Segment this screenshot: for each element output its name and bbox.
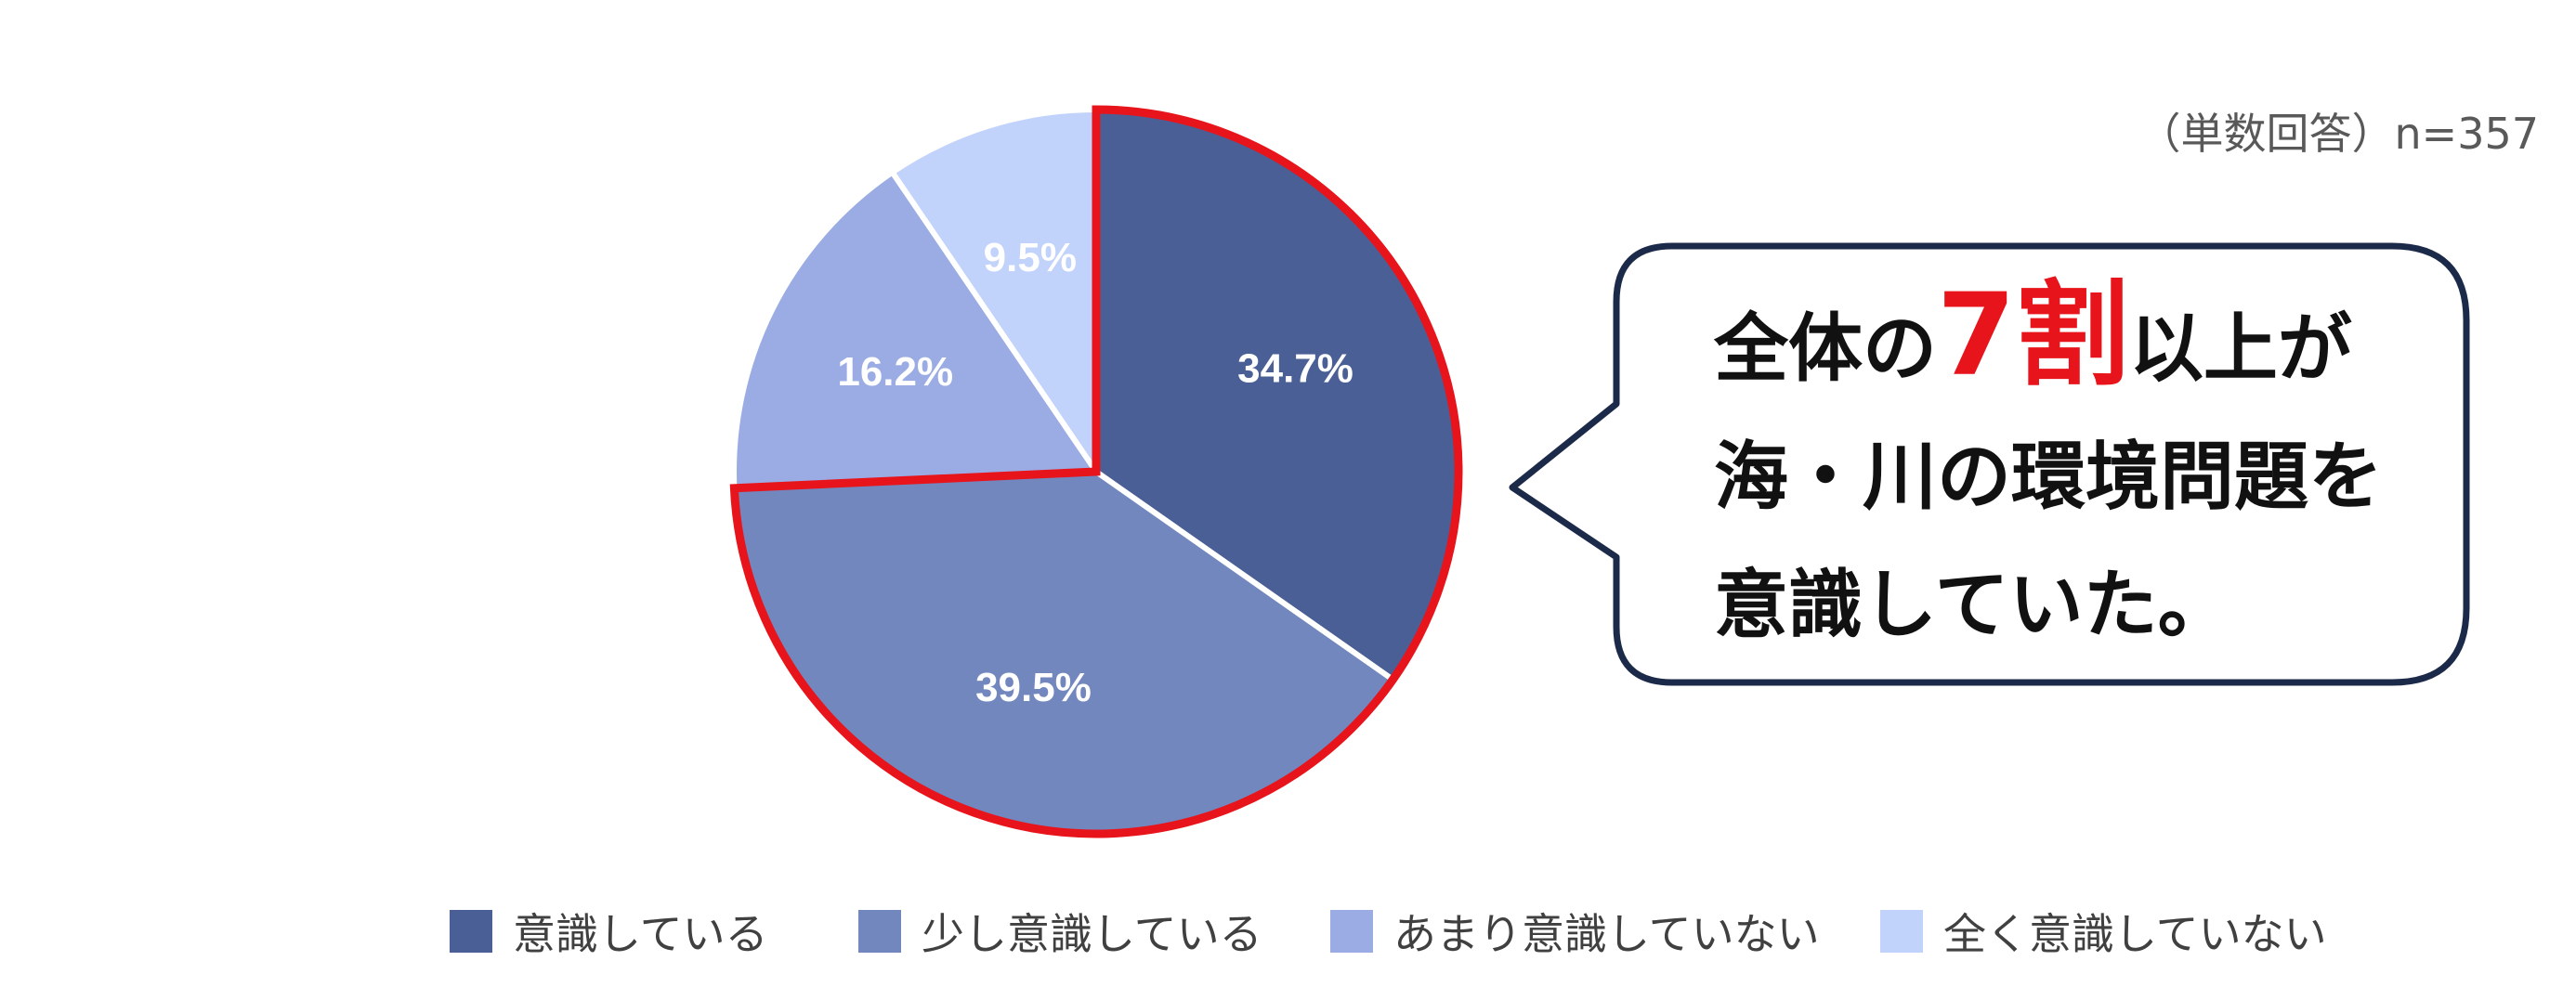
- legend-swatch-1: [858, 910, 901, 953]
- slice-label-0: 34.7%: [1237, 345, 1353, 391]
- callout-line-3: 意識していた。: [1714, 562, 2232, 648]
- legend-label-3: 全く意識していない: [1943, 909, 2327, 959]
- speech-bubble: [1509, 242, 2470, 686]
- callout-line-2: 海・川の環境問題を: [1714, 434, 2383, 520]
- slice-label-2: 16.2%: [837, 349, 953, 395]
- legend-swatch-0: [450, 910, 492, 953]
- pie-slice-3: [889, 107, 1099, 474]
- legend-label-1: 少し意識している: [922, 909, 1262, 959]
- legend: 意識している 少し意識している あまり意識していない 全く意識していない: [0, 899, 2576, 964]
- highlight-outline: [729, 105, 1463, 838]
- callout-line-1-before: 全体の: [1714, 305, 1937, 392]
- pie-slices: [731, 107, 1461, 837]
- legend-item-1: 少し意識している: [858, 899, 1262, 964]
- callout-line-1-after: 以上が: [2128, 305, 2352, 392]
- legend-label-2: あまり意識していない: [1393, 909, 1820, 959]
- callout-text: 全体の7割以上が 海・川の環境問題を 意識していた。: [1714, 271, 2476, 669]
- slice-label-3: 9.5%: [984, 235, 1077, 280]
- legend-swatch-2: [1330, 910, 1373, 953]
- legend-item-3: 全く意識していない: [1880, 899, 2327, 964]
- legend-swatch-3: [1880, 910, 1923, 953]
- callout-line-1: 全体の7割以上が: [1714, 271, 2476, 413]
- legend-label-0: 意識している: [513, 909, 768, 959]
- sample-note: （単数回答）n=357: [2138, 109, 2540, 159]
- slice-labels: 34.7% 39.5% 16.2% 9.5%: [837, 235, 1353, 710]
- pie-slice-2: [731, 169, 1099, 491]
- legend-item-2: あまり意識していない: [1330, 899, 1820, 964]
- legend-item-0: 意識している: [450, 899, 768, 964]
- slice-label-1: 39.5%: [975, 665, 1092, 710]
- callout-highlight: 7割: [1937, 269, 2129, 401]
